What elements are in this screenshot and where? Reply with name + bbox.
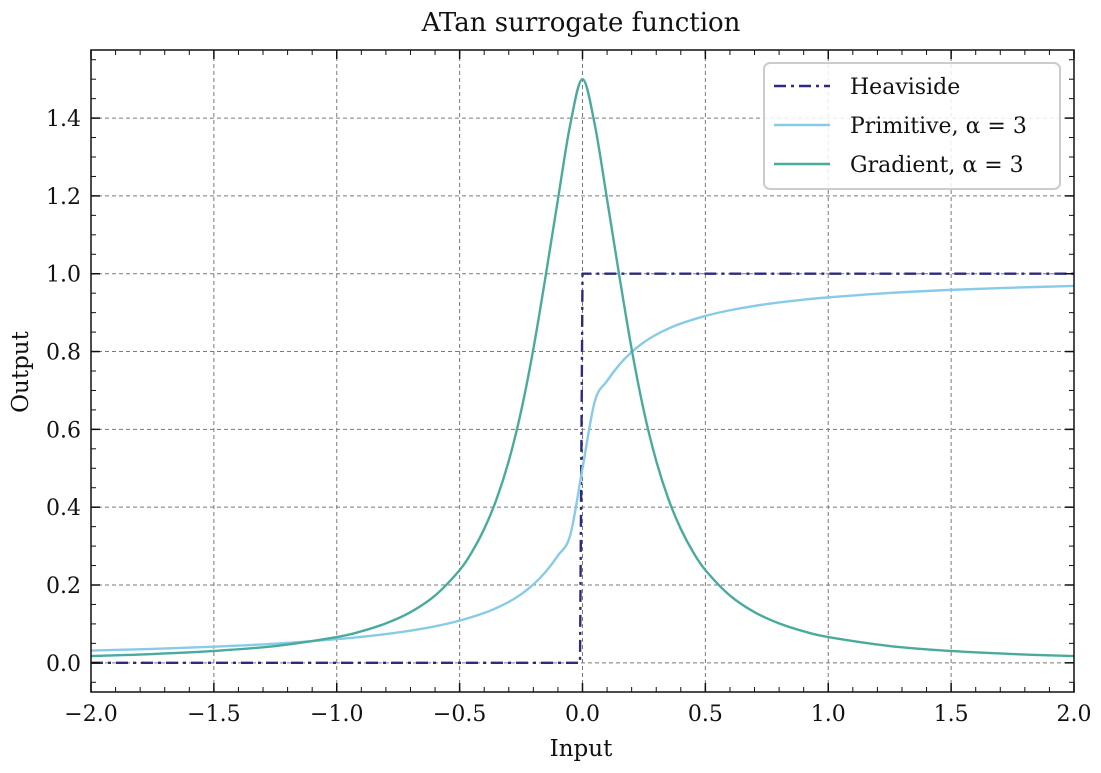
legend: Heaviside Primitive, α = 3 Gradient, α = 3 [763,62,1061,190]
y-axis-label: Output [8,330,34,412]
x-tick-label: 1.0 [811,702,846,727]
legend-label: Heaviside [850,75,960,100]
x-tick-label: 1.5 [934,702,969,727]
axis-ticks [90,50,1075,692]
x-tick-label: −0.5 [433,702,486,727]
y-tick-label: 0.4 [46,496,81,521]
legend-label: Gradient, α = 3 [850,153,1024,178]
x-tick-label: −2.0 [64,702,117,727]
x-tick-label: 0.5 [688,702,723,727]
y-tick-label: 1.2 [46,185,81,210]
plot-frame [90,49,1075,693]
legend-items: Heaviside Primitive, α = 3 Gradient, α = 3 [774,75,1027,178]
legend-box [763,62,1061,190]
x-tick-label: 2.0 [1057,702,1092,727]
legend-label: Primitive, α = 3 [850,114,1027,139]
series-line-1 [90,284,1075,652]
chart-title: ATan surrogate function [421,8,741,38]
y-tick-label: 0.6 [46,418,81,443]
y-tick-label: 1.4 [46,107,81,132]
y-tick-label: 1.0 [46,263,81,288]
x-tick-label: 0.0 [565,702,600,727]
x-tick-label: −1.5 [187,702,240,727]
x-tick-labels: −2.0 −1.5 −1.0 −0.5 0.0 0.5 1.0 1.5 2.0 [64,702,1091,727]
x-tick-label: −1.0 [310,702,363,727]
y-tick-label: 0.0 [46,652,81,677]
series-line-0 [91,272,1074,665]
x-axis-label: Input [550,736,613,762]
y-tick-label: 0.8 [46,341,81,366]
y-tick-label: 0.2 [46,574,81,599]
series-line-2 [90,77,1075,658]
y-tick-labels: 0.0 0.2 0.4 0.6 0.8 1.0 1.2 1.4 [46,107,81,677]
series-lines [90,77,1075,665]
